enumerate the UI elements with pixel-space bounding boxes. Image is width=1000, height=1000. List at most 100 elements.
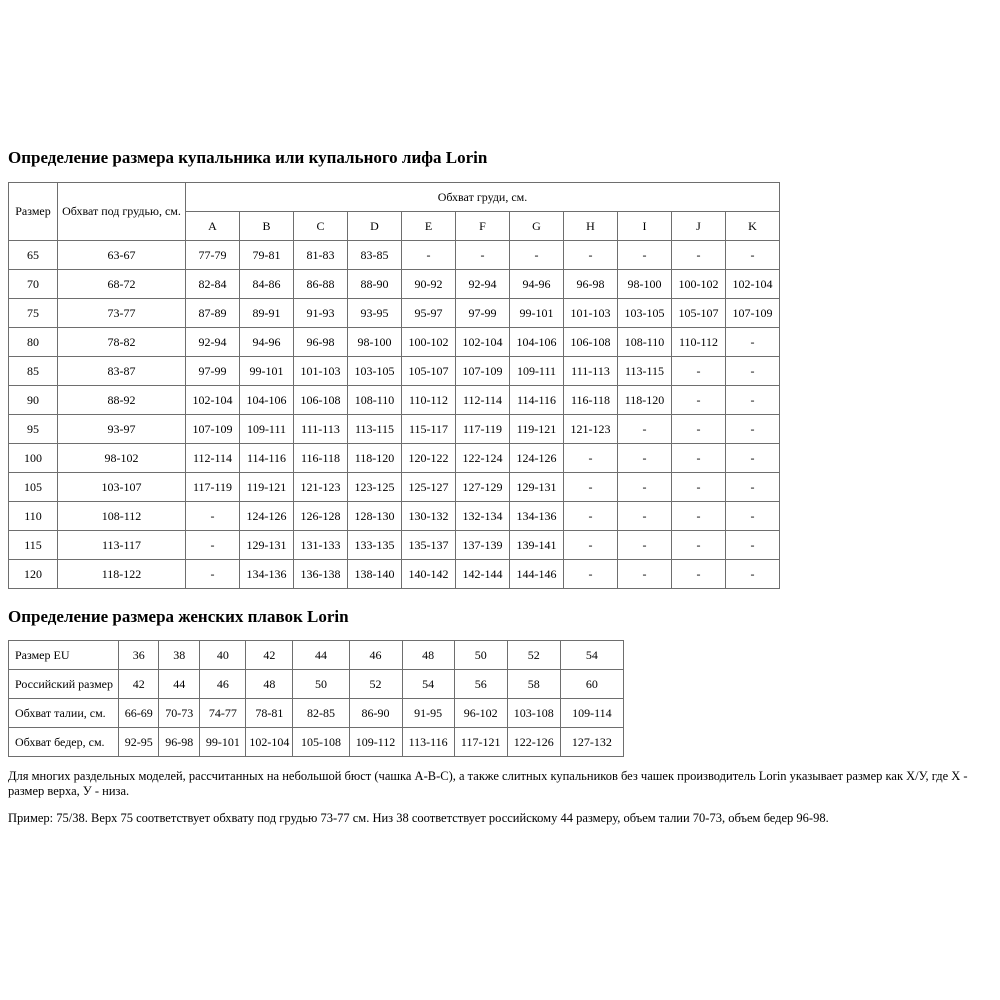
bust-range-cell: 142-144 — [455, 559, 510, 589]
bra-table-row: 80 78-82 92-94 94-96 96-98 98-100 100-102 102-1… — [8, 327, 781, 357]
briefs-value-cell: 103-108 — [506, 698, 561, 728]
size-cell: 100 — [8, 443, 58, 473]
bra-table-row: 85 83-87 97-99 99-101 101-103 103-105 105-107 1… — [8, 356, 781, 386]
underbust-cell: 113-117 — [57, 530, 186, 560]
bust-range-cell: 100-102 — [401, 327, 456, 357]
briefs-value-cell: 56 — [453, 669, 508, 699]
bra-table-row: 105 103-107 117-119 119-121 121-123 123-125 12… — [8, 472, 781, 502]
bust-range-cell: 107-109 — [724, 298, 781, 328]
bust-range-cell: - — [724, 327, 781, 357]
cup-column-header: D — [347, 211, 402, 241]
briefs-value-cell: 54 — [401, 669, 455, 699]
bust-range-cell: 95-97 — [401, 298, 456, 328]
bust-range-cell: 94-96 — [509, 269, 564, 299]
bust-range-cell: 124-126 — [239, 501, 294, 531]
cup-column-header: G — [509, 211, 564, 241]
briefs-value-cell: 92-95 — [118, 727, 160, 757]
bust-range-cell: - — [563, 530, 618, 560]
briefs-table-body: Размер EU 36 38 40 42 44 46 48 50 52 54 Российский … — [7, 640, 625, 757]
cup-column-header: A — [185, 211, 240, 241]
underbust-cell: 68-72 — [57, 269, 186, 299]
bust-range-cell: 144-146 — [509, 559, 564, 589]
bust-range-cell: 108-110 — [617, 327, 672, 357]
bra-table-header-row-1: Размер Обхват под грудью, см. Обхват гру… — [8, 182, 781, 241]
bust-range-cell: - — [563, 559, 618, 589]
bust-range-cell: 99-101 — [239, 356, 294, 386]
bust-range-cell: 129-131 — [509, 472, 564, 502]
bust-range-cell: 100-102 — [671, 269, 726, 299]
bust-range-cell: 90-92 — [401, 269, 456, 299]
bust-range-cell: 82-84 — [185, 269, 240, 299]
cup-column-header: H — [563, 211, 618, 241]
briefs-table-row: Размер EU 36 38 40 42 44 46 48 50 52 54 — [7, 640, 625, 670]
briefs-value-cell: 50 — [453, 640, 508, 670]
bra-table-row: 95 93-97 107-109 109-111 111-113 113-115 115-1… — [8, 414, 781, 444]
bust-range-cell: 81-83 — [293, 240, 348, 270]
briefs-size-heading: Определение размера женских плавок Lorin — [8, 607, 349, 626]
bust-range-cell: 97-99 — [455, 298, 510, 328]
briefs-value-cell: 42 — [245, 640, 294, 670]
bust-range-cell: 102-104 — [455, 327, 510, 357]
bust-range-cell: 77-79 — [185, 240, 240, 270]
bust-range-cell: 98-100 — [617, 269, 672, 299]
bust-range-cell: 134-136 — [509, 501, 564, 531]
bust-range-cell: 110-112 — [671, 327, 726, 357]
bust-range-cell: - — [671, 472, 726, 502]
bust-range-cell: - — [671, 530, 726, 560]
briefs-value-cell: 50 — [292, 669, 350, 699]
briefs-value-cell: 105-108 — [292, 727, 350, 757]
briefs-value-cell: 99-101 — [199, 727, 247, 757]
bust-range-cell: 106-108 — [293, 385, 348, 415]
briefs-table-row: Российский размер 42 44 46 48 50 52 54 56 58 60 — [7, 669, 625, 699]
bust-range-cell: 101-103 — [293, 356, 348, 386]
bust-range-cell: 132-134 — [455, 501, 510, 531]
bust-range-cell: - — [724, 501, 781, 531]
bra-table-row: 70 68-72 82-84 84-86 86-88 88-90 90-92 92-94 94-… — [8, 269, 781, 299]
bust-range-cell: 113-115 — [617, 356, 672, 386]
note-sizing-example: Пример: 75/38. Верх 75 соответствует обх… — [8, 811, 829, 825]
bust-range-cell: - — [724, 385, 781, 415]
bust-range-cell: 117-119 — [455, 414, 510, 444]
bust-range-cell: 139-141 — [509, 530, 564, 560]
bust-range-cell: 133-135 — [347, 530, 402, 560]
bust-range-cell: 118-120 — [347, 443, 402, 473]
briefs-value-cell: 66-69 — [118, 698, 160, 728]
size-cell: 85 — [8, 356, 58, 386]
bust-range-cell: - — [617, 472, 672, 502]
bust-range-cell: 134-136 — [239, 559, 294, 589]
bust-range-cell: 128-130 — [347, 501, 402, 531]
size-cell: 95 — [8, 414, 58, 444]
size-cell: 75 — [8, 298, 58, 328]
size-cell: 115 — [8, 530, 58, 560]
bust-range-cell: 107-109 — [455, 356, 510, 386]
size-cell: 110 — [8, 501, 58, 531]
note-sizing-format: Для многих раздельных моделей, рассчитан… — [8, 769, 968, 798]
briefs-value-cell: 117-121 — [453, 727, 508, 757]
bust-range-cell: 109-111 — [239, 414, 294, 444]
bust-range-cell: 119-121 — [509, 414, 564, 444]
briefs-value-cell: 96-102 — [453, 698, 508, 728]
briefs-value-cell: 46 — [348, 640, 403, 670]
bust-range-cell: 123-125 — [347, 472, 402, 502]
bust-range-cell: 94-96 — [239, 327, 294, 357]
briefs-value-cell: 54 — [559, 640, 625, 670]
briefs-value-cell: 46 — [199, 669, 247, 699]
bust-range-cell: 103-105 — [617, 298, 672, 328]
bust-range-cell: 119-121 — [239, 472, 294, 502]
underbust-cell: 93-97 — [57, 414, 186, 444]
bust-range-cell: 110-112 — [401, 385, 456, 415]
bust-group-header: Обхват груди, см. — [184, 182, 781, 212]
bust-range-cell: 131-133 — [293, 530, 348, 560]
briefs-value-cell: 78-81 — [245, 698, 294, 728]
bust-range-cell: 92-94 — [455, 269, 510, 299]
briefs-value-cell: 44 — [158, 669, 201, 699]
bust-range-cell: - — [617, 530, 672, 560]
cup-column-header: E — [401, 211, 456, 241]
briefs-value-cell: 48 — [245, 669, 294, 699]
bust-range-cell: - — [671, 414, 726, 444]
cup-column-header: K — [724, 211, 781, 241]
bra-table-row: 120 118-122-134-136 136-138 138-140 140-142 1… — [8, 559, 781, 589]
briefs-value-cell: 52 — [506, 640, 561, 670]
size-cell: 65 — [8, 240, 58, 270]
